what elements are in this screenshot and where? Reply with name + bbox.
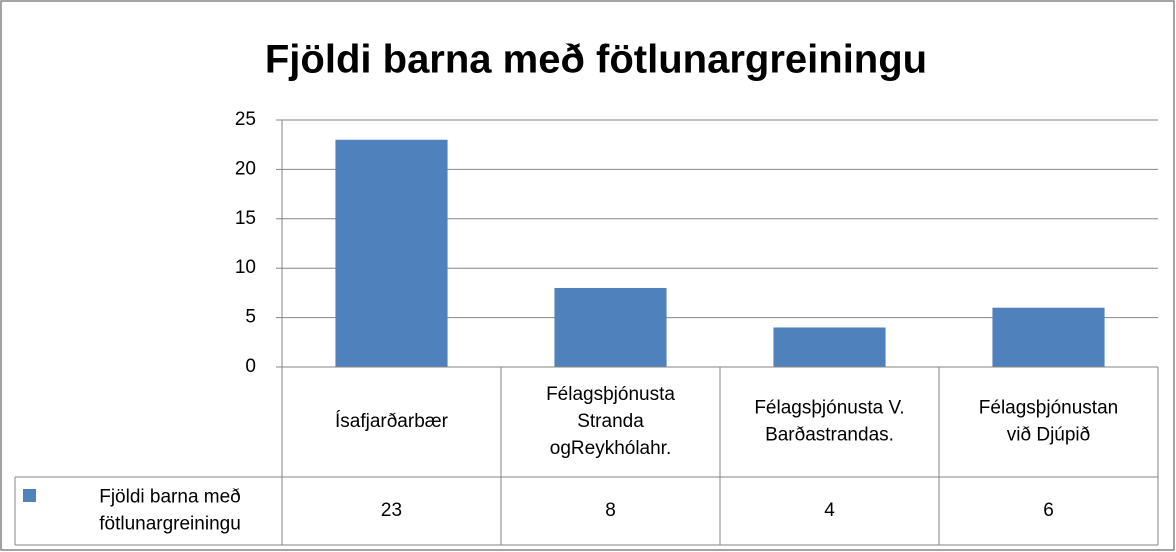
x-tick-label: Ísafjarðarbær: [335, 411, 449, 432]
data-table-value: 4: [824, 500, 835, 521]
bar: [554, 287, 667, 367]
y-tick-label: 20: [235, 158, 256, 179]
y-tick-label: 0: [245, 356, 256, 377]
x-tick-label: Félagsþjónustan við Djúpið: [979, 398, 1118, 446]
data-table-value: 8: [605, 500, 616, 521]
data-table-value: 23: [381, 500, 402, 521]
y-tick-label: 15: [235, 208, 256, 229]
bar: [335, 139, 448, 367]
chart-title: Fjöldi barna með fötlunargreiningu: [265, 38, 927, 82]
x-tick-label: Félagsþjónusta Stranda ogReykhólahr.: [546, 384, 675, 459]
legend-label: Fjöldi barna með fötlunargreiningu: [99, 487, 241, 535]
data-table-value: 6: [1043, 500, 1054, 521]
bar: [992, 307, 1105, 367]
x-tick-label: Félagsþjónusta V. Barðastrandas.: [754, 398, 904, 446]
y-tick-label: 25: [235, 109, 256, 130]
legend-swatch: [23, 489, 36, 502]
y-tick-label: 10: [235, 257, 256, 278]
y-tick-label: 5: [245, 307, 256, 328]
bar: [773, 327, 886, 367]
